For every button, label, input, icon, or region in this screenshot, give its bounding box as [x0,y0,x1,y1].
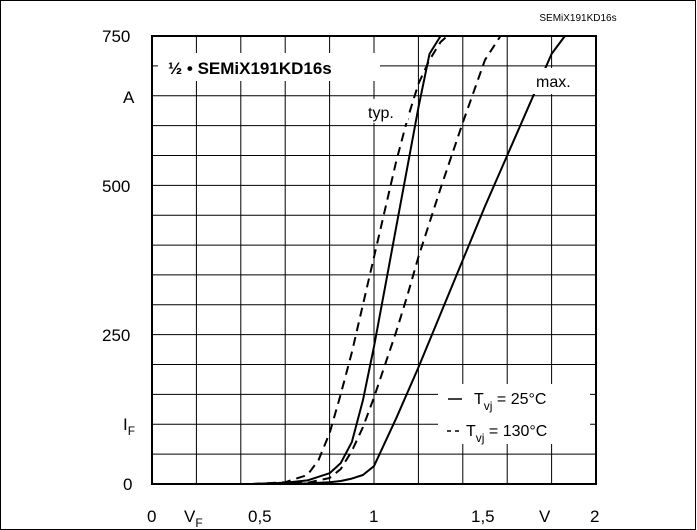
y-axis-symbol: IF [123,415,135,438]
y-tick-750: 750 [102,27,130,46]
x-unit-label: V [539,507,551,526]
x-tick-0: 0 [147,507,156,526]
typ-label-box [362,99,408,123]
legend: Tvj = 25°C Tvj = 130°C [438,384,590,445]
x-tick-1-5: 1,5 [471,507,495,526]
legend-solid-text: Tvj = 25°C [474,391,546,413]
y-unit-label: A [123,88,135,107]
max-label: max. [536,74,571,91]
chart-title: ½ • SEMiX191KD16s [168,59,332,78]
curve-dashed-3 [262,35,502,485]
legend-box [438,384,590,444]
y-tick-0: 0 [123,475,132,494]
x-axis-symbol: VF [184,507,203,530]
typ-label: typ. [368,105,394,122]
max-label-box [528,68,586,94]
x-tick-1: 1 [369,507,378,526]
plot-frame [151,35,597,485]
title-box [158,53,380,81]
curves [251,35,566,485]
curve-solid-0 [251,35,442,485]
legend-dashed-text: Tvj = 130°C [466,423,547,445]
curve-solid-2 [274,35,566,485]
corner-part-number: SEMiX191KD16s [539,13,616,24]
x-tick-0-5: 0,5 [248,507,272,526]
x-tick-2: 2 [590,507,599,526]
curve-dashed-1 [251,35,448,485]
y-tick-250: 250 [102,326,130,345]
y-tick-500: 500 [102,177,130,196]
